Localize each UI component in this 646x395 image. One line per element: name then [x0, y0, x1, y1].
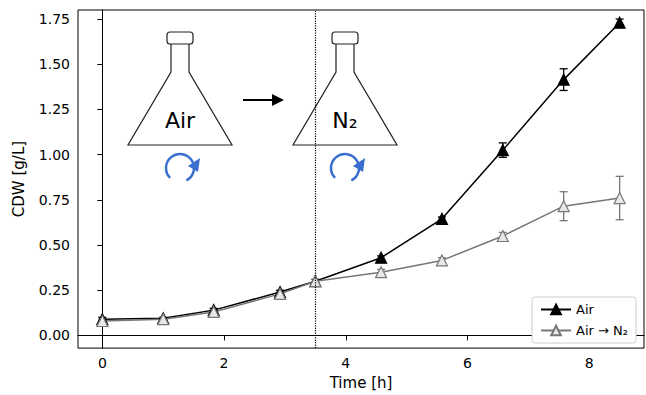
svg-text:1.50: 1.50: [39, 56, 70, 72]
svg-text:0.50: 0.50: [39, 237, 70, 253]
svg-text:N₂: N₂: [332, 108, 357, 133]
svg-text:2: 2: [220, 355, 229, 371]
svg-text:0.25: 0.25: [39, 282, 70, 298]
svg-text:1.00: 1.00: [39, 147, 70, 163]
svg-text:Time [h]: Time [h]: [329, 374, 393, 392]
svg-text:Air → N₂: Air → N₂: [576, 323, 628, 338]
svg-text:1.25: 1.25: [39, 101, 70, 117]
svg-text:Air: Air: [576, 302, 595, 317]
svg-text:0: 0: [98, 355, 107, 371]
svg-text:1.75: 1.75: [39, 11, 70, 27]
svg-text:0.75: 0.75: [39, 192, 70, 208]
svg-text:CDW [g/L]: CDW [g/L]: [10, 141, 28, 217]
svg-text:Air: Air: [165, 108, 196, 133]
svg-text:0.00: 0.00: [39, 327, 70, 343]
svg-text:6: 6: [463, 355, 472, 371]
svg-text:8: 8: [585, 355, 594, 371]
svg-text:4: 4: [341, 355, 350, 371]
